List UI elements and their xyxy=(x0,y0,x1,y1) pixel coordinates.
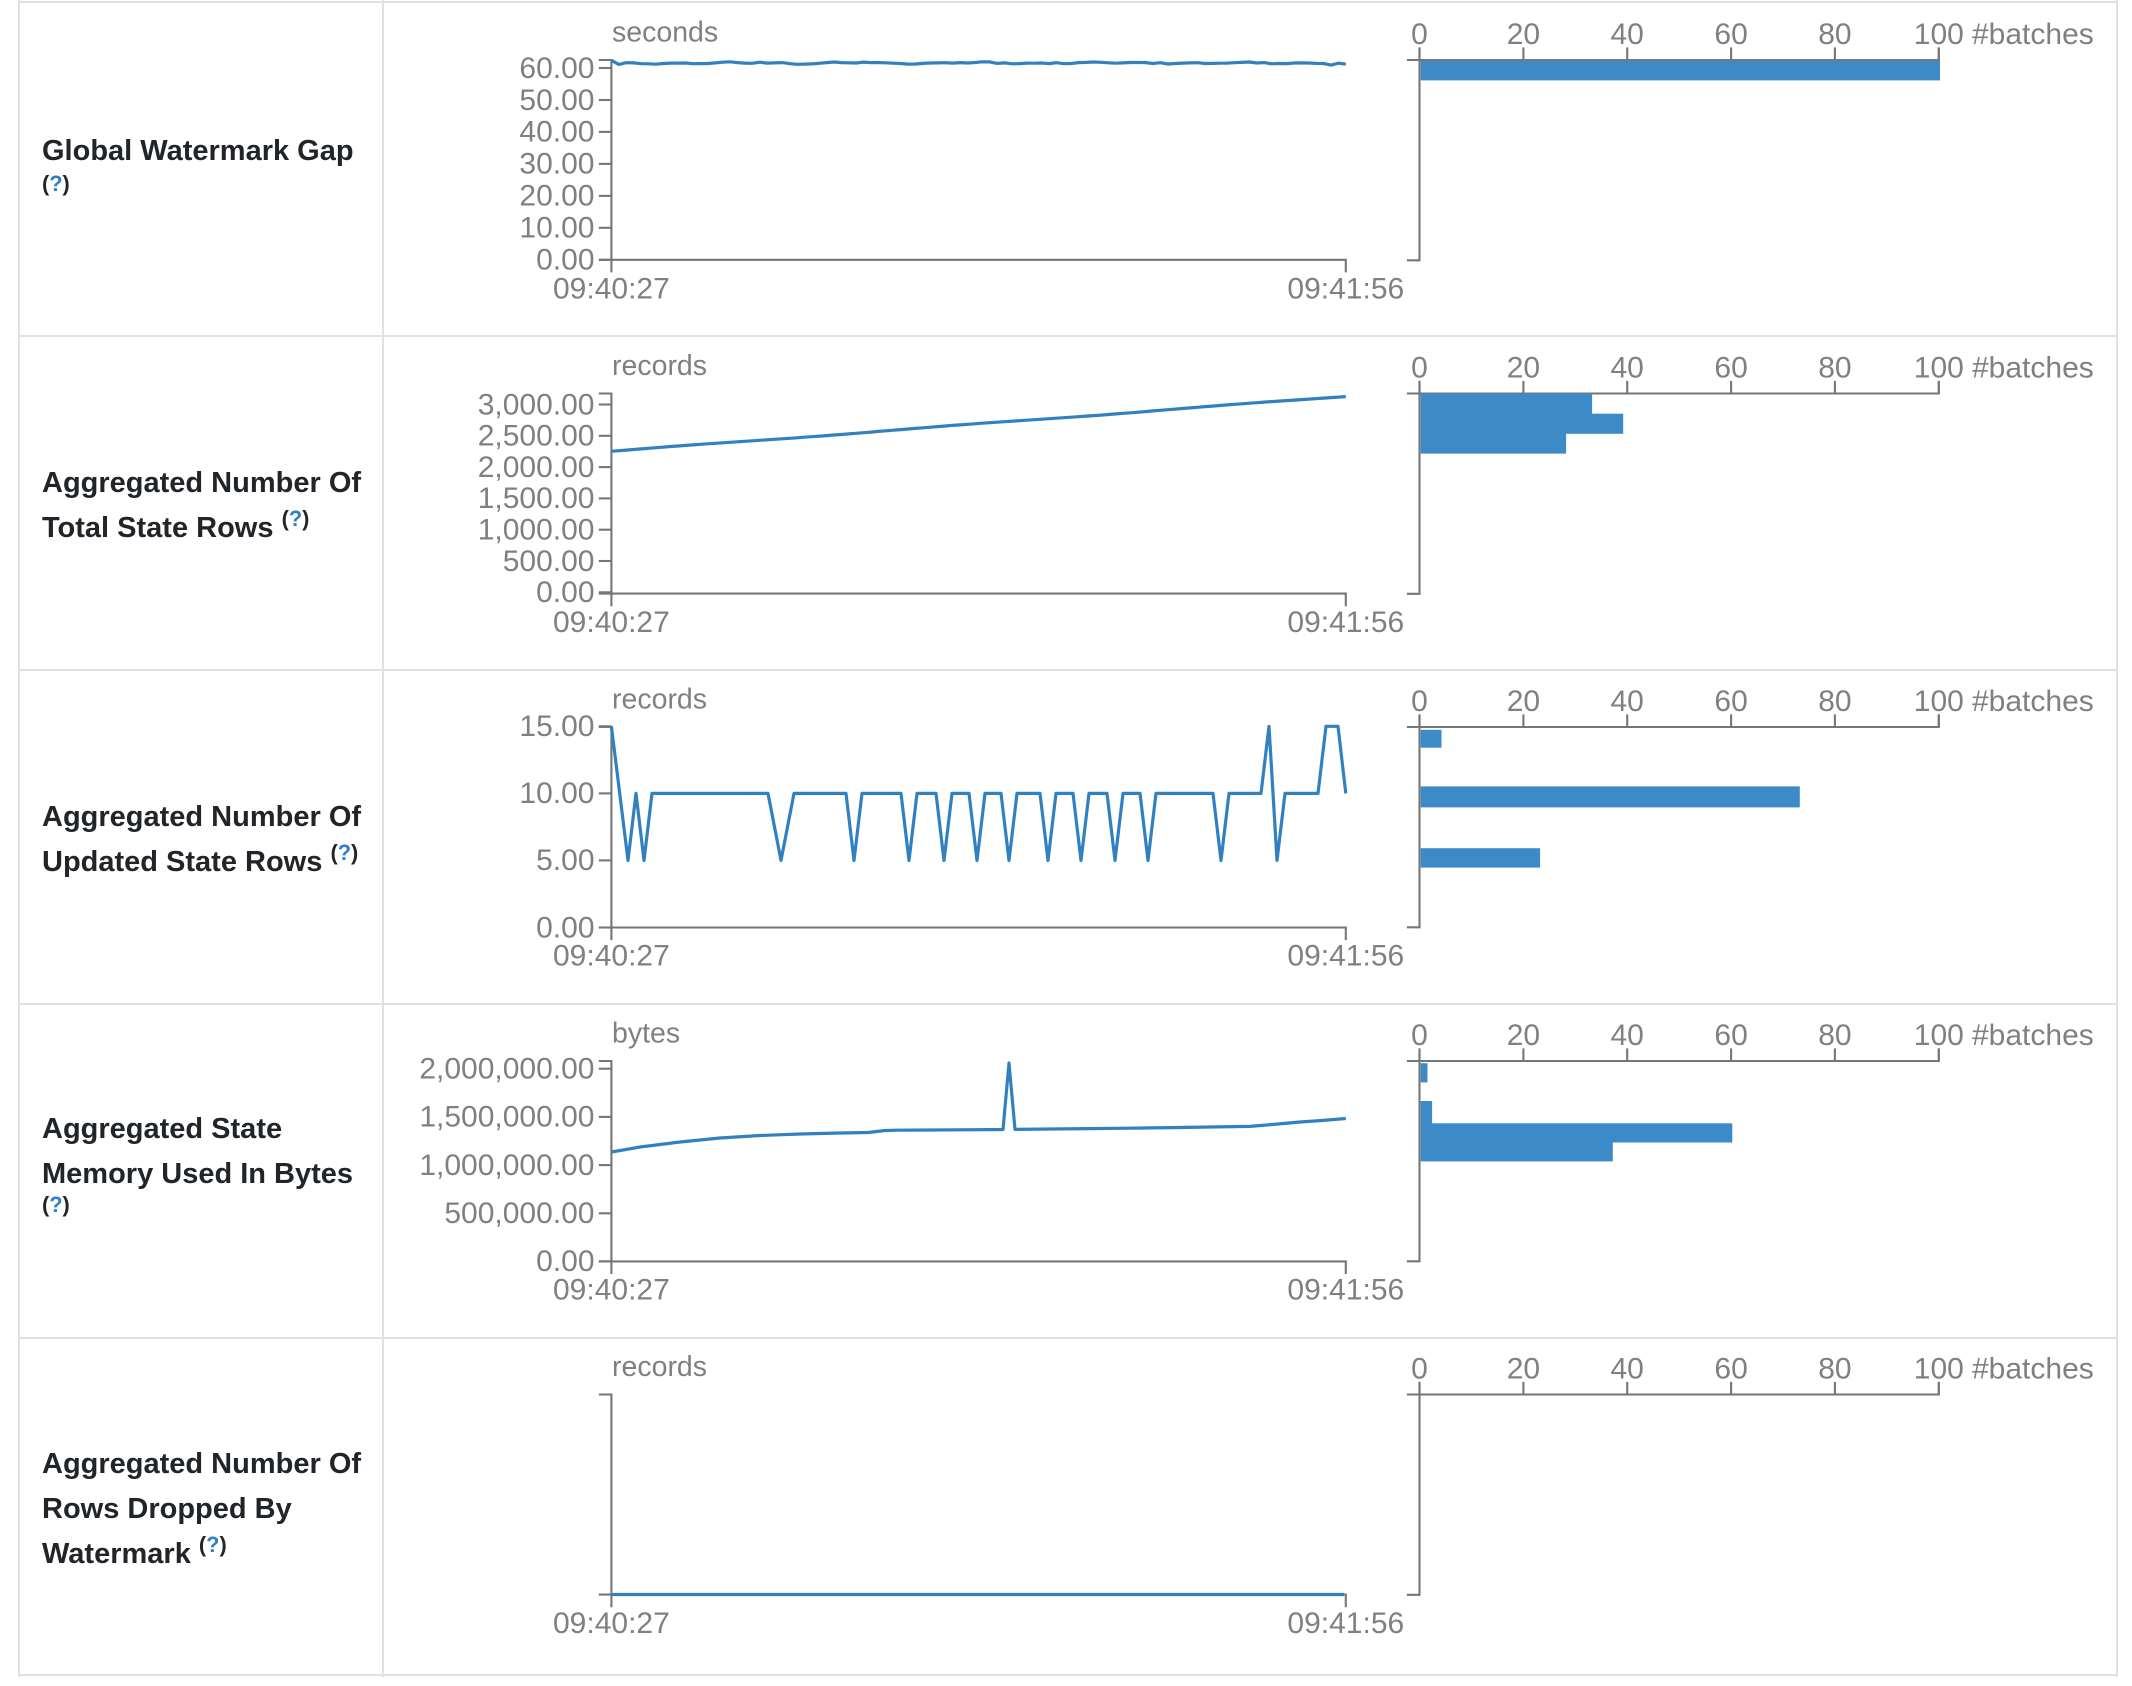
svg-text:09:40:27: 09:40:27 xyxy=(553,940,670,973)
svg-text:#batches: #batches xyxy=(1972,1019,2094,1052)
svg-text:09:40:27: 09:40:27 xyxy=(553,273,670,306)
svg-text:100: 100 xyxy=(1914,352,1964,385)
svg-text:80: 80 xyxy=(1818,685,1851,718)
svg-text:20: 20 xyxy=(1507,1353,1540,1386)
svg-text:80: 80 xyxy=(1818,1019,1851,1052)
svg-text:10.00: 10.00 xyxy=(519,777,594,810)
svg-text:40.00: 40.00 xyxy=(519,116,594,149)
svg-text:80: 80 xyxy=(1818,352,1851,385)
svg-text:records: records xyxy=(612,1351,707,1383)
svg-text:records: records xyxy=(612,350,707,382)
svg-text:09:41:56: 09:41:56 xyxy=(1287,273,1404,306)
svg-text:1,000,000.00: 1,000,000.00 xyxy=(419,1149,594,1182)
svg-text:20: 20 xyxy=(1507,685,1540,718)
svg-text:09:41:56: 09:41:56 xyxy=(1287,606,1404,639)
svg-text:2,000,000.00: 2,000,000.00 xyxy=(419,1053,594,1086)
svg-text:0.00: 0.00 xyxy=(536,576,594,609)
svg-text:20.00: 20.00 xyxy=(519,180,594,213)
svg-text:#batches: #batches xyxy=(1972,1353,2094,1386)
svg-text:20: 20 xyxy=(1507,1019,1540,1052)
svg-text:60.00: 60.00 xyxy=(519,52,594,85)
svg-text:0: 0 xyxy=(1411,1019,1428,1052)
svg-text:10.00: 10.00 xyxy=(519,212,594,245)
svg-text:09:41:56: 09:41:56 xyxy=(1287,1274,1404,1307)
svg-text:40: 40 xyxy=(1611,1019,1644,1052)
svg-text:40: 40 xyxy=(1611,685,1644,718)
svg-text:40: 40 xyxy=(1611,18,1644,51)
svg-text:seconds: seconds xyxy=(612,17,718,49)
svg-text:0.00: 0.00 xyxy=(536,1245,594,1278)
svg-text:50.00: 50.00 xyxy=(519,84,594,117)
svg-text:100: 100 xyxy=(1914,1019,1964,1052)
svg-text:500.00: 500.00 xyxy=(503,545,595,578)
svg-text:5.00: 5.00 xyxy=(536,844,594,877)
svg-text:100: 100 xyxy=(1914,685,1964,718)
svg-text:0: 0 xyxy=(1411,1353,1428,1386)
svg-text:15.00: 15.00 xyxy=(519,710,594,743)
svg-text:#batches: #batches xyxy=(1972,352,2094,385)
svg-text:20: 20 xyxy=(1507,352,1540,385)
svg-text:09:41:56: 09:41:56 xyxy=(1287,1607,1404,1640)
svg-text:60: 60 xyxy=(1714,1019,1747,1052)
svg-text:2,000.00: 2,000.00 xyxy=(478,451,595,484)
svg-text:0.00: 0.00 xyxy=(536,244,594,277)
svg-text:09:40:27: 09:40:27 xyxy=(553,1274,670,1307)
svg-text:bytes: bytes xyxy=(612,1018,680,1050)
svg-text:0.00: 0.00 xyxy=(536,911,594,944)
svg-text:1,500,000.00: 1,500,000.00 xyxy=(419,1101,594,1134)
svg-text:09:40:27: 09:40:27 xyxy=(553,606,670,639)
svg-text:1,500.00: 1,500.00 xyxy=(478,482,595,515)
svg-text:100: 100 xyxy=(1914,18,1964,51)
svg-text:40: 40 xyxy=(1611,1353,1644,1386)
svg-text:#batches: #batches xyxy=(1972,18,2094,51)
svg-text:3,000.00: 3,000.00 xyxy=(478,388,595,421)
svg-text:500,000.00: 500,000.00 xyxy=(444,1197,594,1230)
svg-text:0: 0 xyxy=(1411,18,1428,51)
svg-text:1,000.00: 1,000.00 xyxy=(478,514,595,547)
svg-text:60: 60 xyxy=(1714,352,1747,385)
svg-text:2,500.00: 2,500.00 xyxy=(478,420,595,453)
svg-text:20: 20 xyxy=(1507,18,1540,51)
svg-text:60: 60 xyxy=(1714,18,1747,51)
svg-text:60: 60 xyxy=(1714,685,1747,718)
svg-text:30.00: 30.00 xyxy=(519,148,594,181)
svg-text:09:41:56: 09:41:56 xyxy=(1287,940,1404,973)
svg-text:60: 60 xyxy=(1714,1353,1747,1386)
svg-text:40: 40 xyxy=(1611,352,1644,385)
svg-text:0: 0 xyxy=(1411,352,1428,385)
svg-text:0: 0 xyxy=(1411,685,1428,718)
svg-text:80: 80 xyxy=(1818,1353,1851,1386)
svg-text:80: 80 xyxy=(1818,18,1851,51)
svg-text:#batches: #batches xyxy=(1972,685,2094,718)
svg-text:records: records xyxy=(612,684,707,716)
svg-text:09:40:27: 09:40:27 xyxy=(553,1607,670,1640)
svg-text:100: 100 xyxy=(1914,1353,1964,1386)
